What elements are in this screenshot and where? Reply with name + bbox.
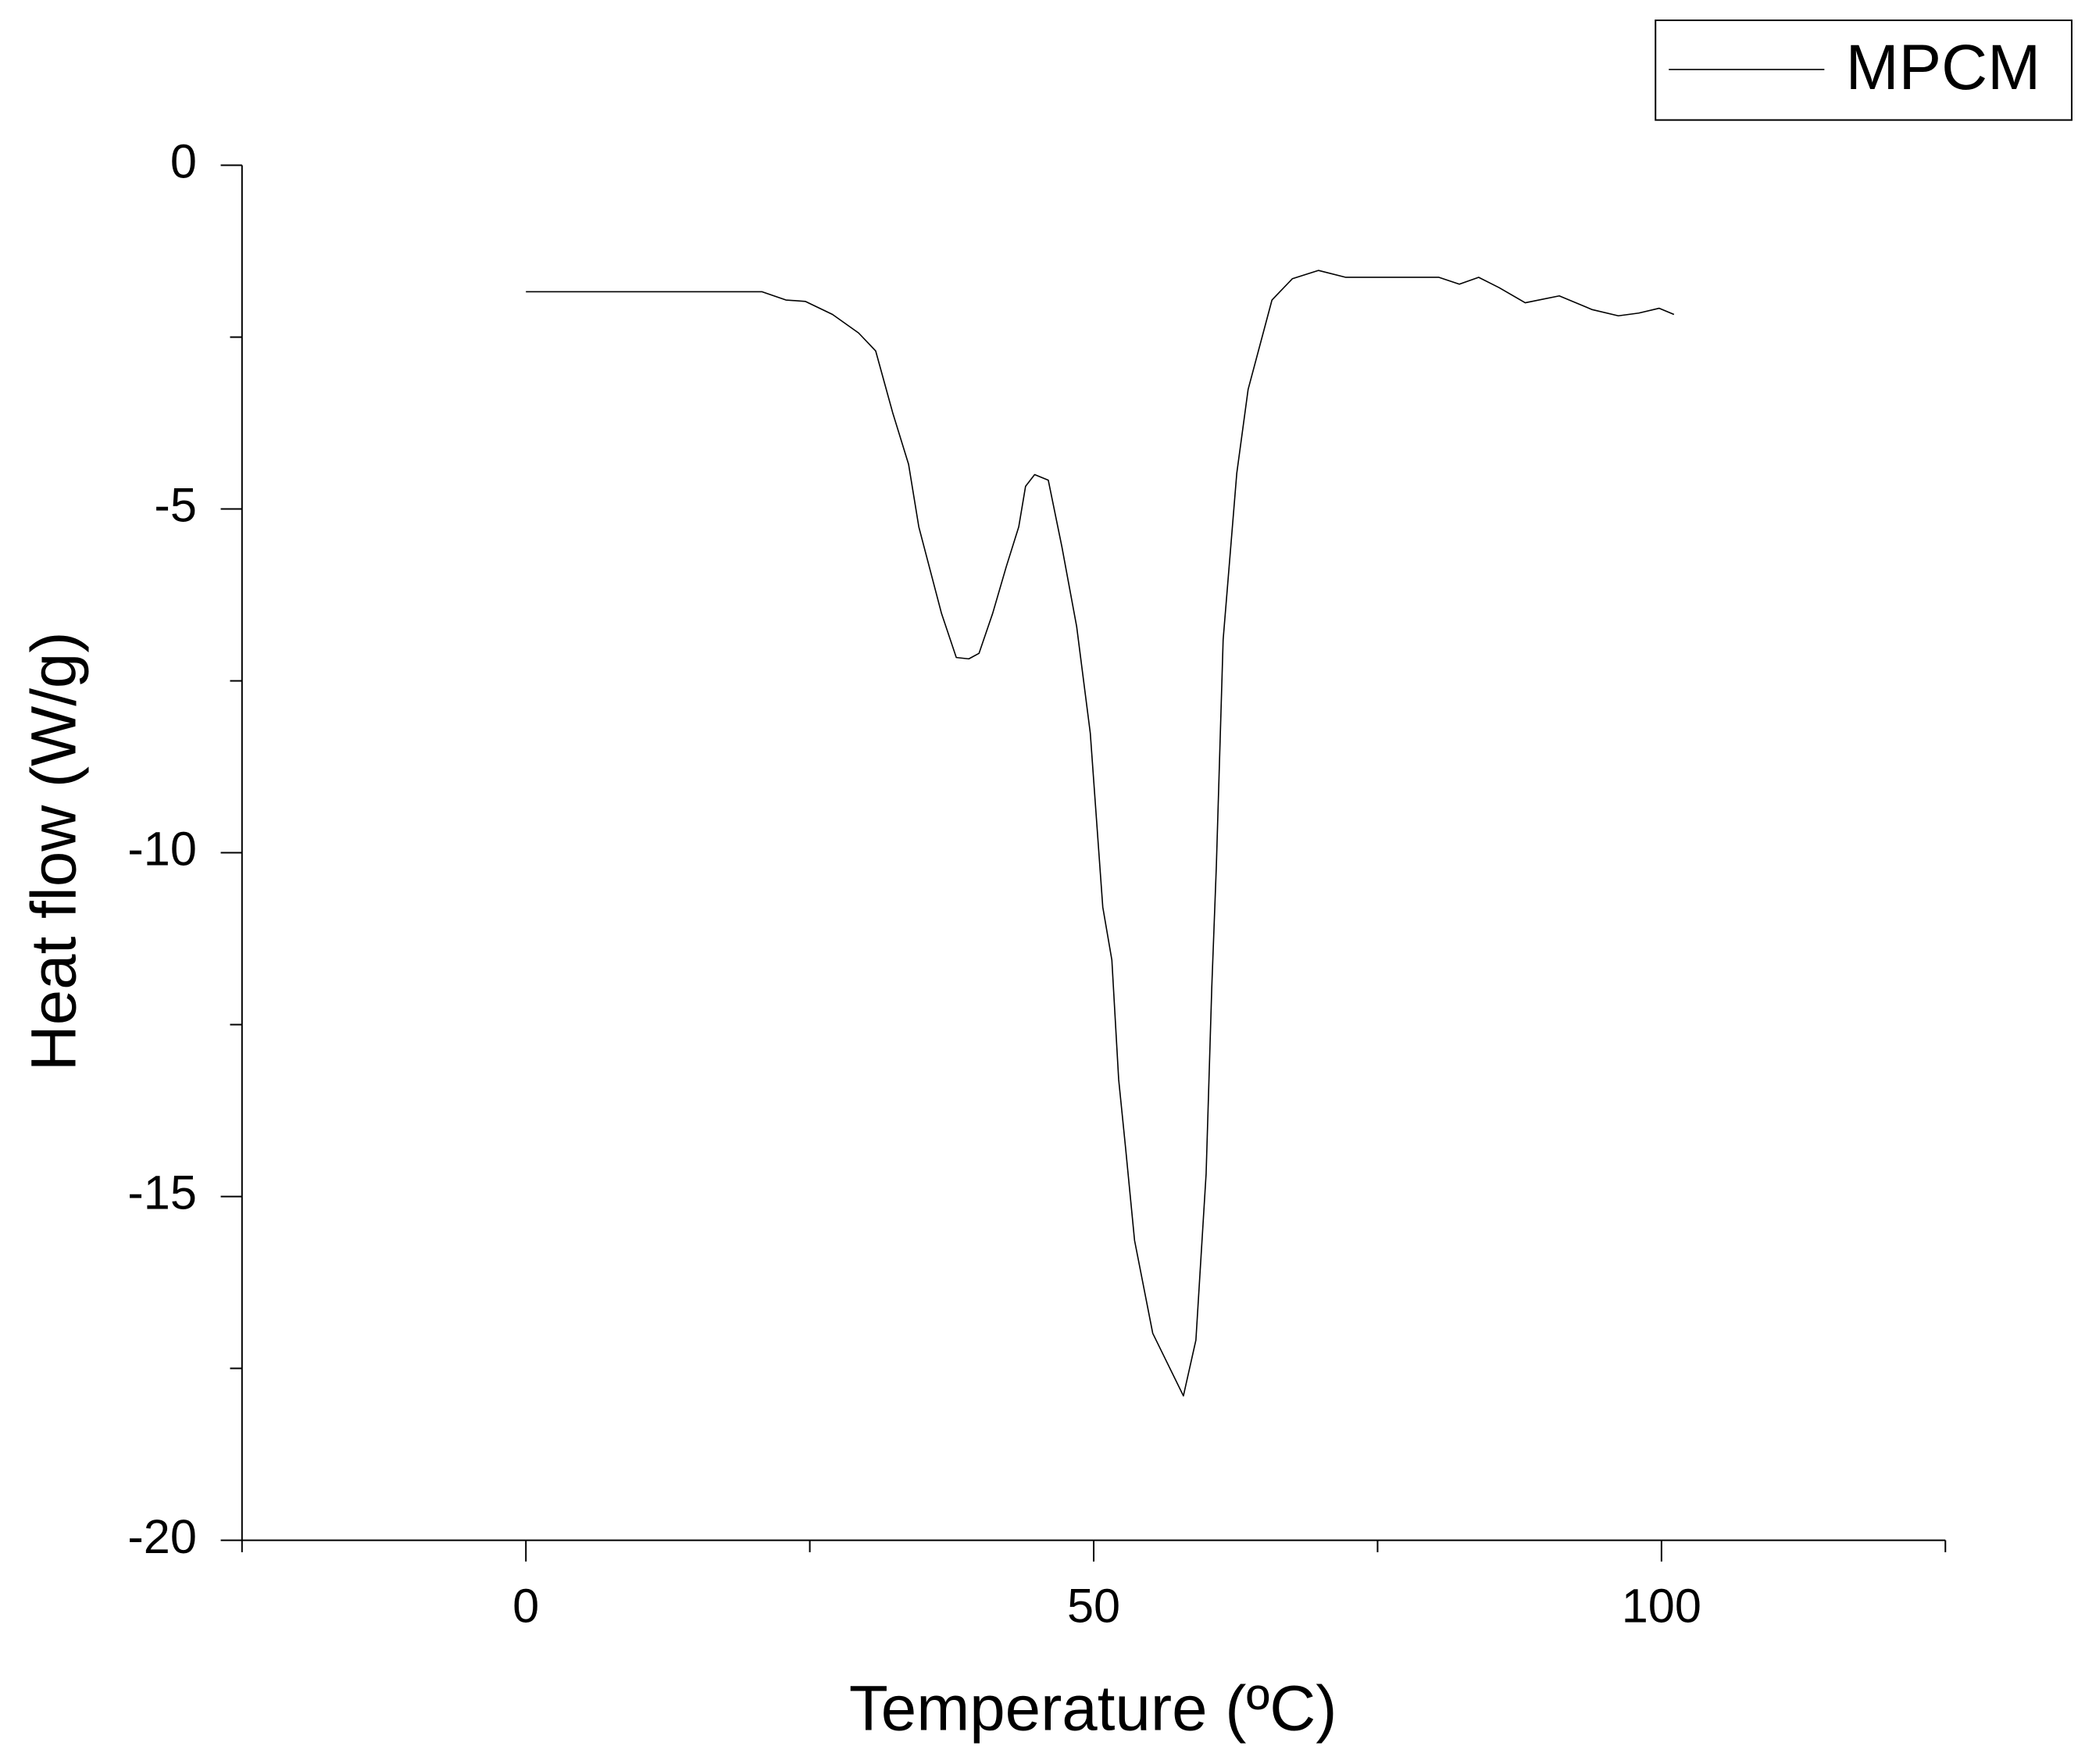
y-tick-label: -15 (127, 1166, 197, 1219)
y-tick-label: -20 (127, 1510, 197, 1563)
legend-label: MPCM (1846, 32, 2041, 103)
y-tick-label: -10 (127, 823, 197, 876)
legend-box (1655, 20, 2072, 120)
y-tick-label: 0 (170, 135, 197, 188)
x-tick-label: 100 (1622, 1579, 1701, 1632)
y-axis-title: Heat flow (W/g) (18, 631, 89, 1071)
y-tick-label: -5 (154, 479, 196, 532)
line-series (526, 270, 1674, 1396)
x-tick-label: 0 (512, 1579, 539, 1632)
x-axis-title: Temperature (ºC) (849, 1673, 1337, 1744)
x-tick-label: 50 (1067, 1579, 1120, 1632)
